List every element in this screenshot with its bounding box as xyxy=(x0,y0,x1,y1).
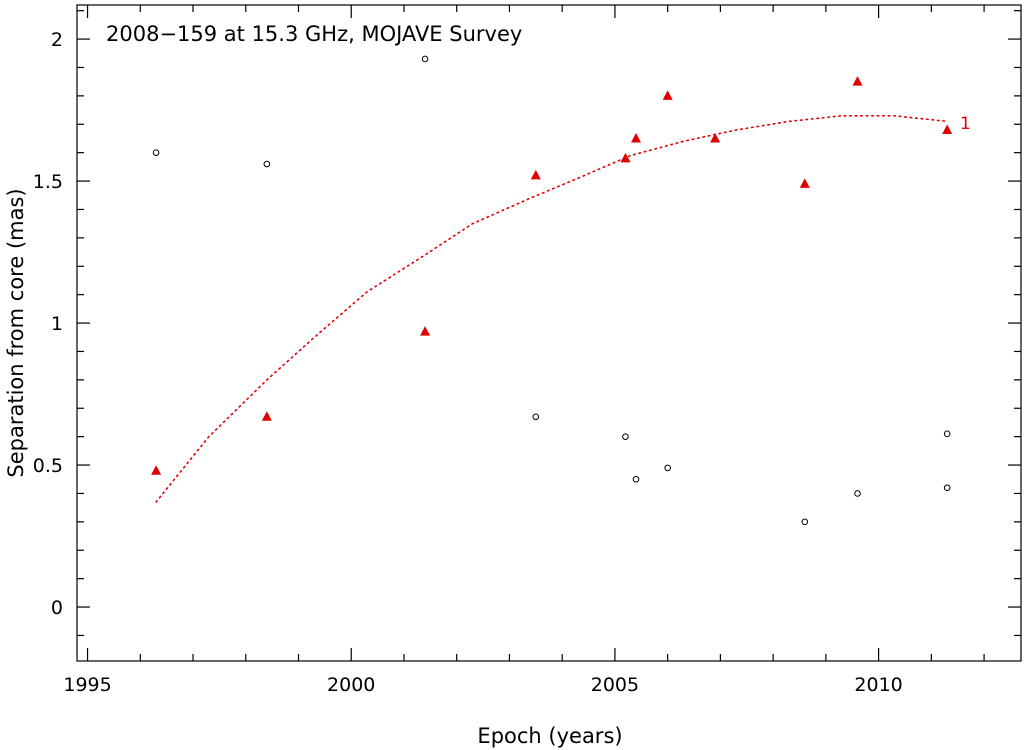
other-component-point xyxy=(943,484,951,492)
component-point xyxy=(530,169,541,180)
other-component-point xyxy=(622,433,629,440)
y-tick-label: 2 xyxy=(51,29,63,51)
y-tick-label: 1.5 xyxy=(33,171,63,193)
plot-border xyxy=(76,4,1022,662)
x-axis-title: Epoch (years) xyxy=(477,724,622,748)
x-tick-label: 2005 xyxy=(591,674,639,696)
component-point xyxy=(620,152,631,163)
component-point xyxy=(662,90,673,100)
fit-curve-layer xyxy=(155,115,948,503)
x-tick-label: 1995 xyxy=(63,674,111,696)
component-point xyxy=(942,124,953,134)
component-point xyxy=(420,326,431,336)
component-point xyxy=(799,178,810,188)
x-tick-label: 2010 xyxy=(854,674,902,696)
y-axis-title: Separation from core (mas) xyxy=(4,188,28,477)
other-component-point xyxy=(421,55,429,63)
other-component-point xyxy=(664,464,671,472)
plot-frame xyxy=(76,4,1022,662)
component-point xyxy=(261,411,272,421)
component-point xyxy=(852,76,863,86)
other-component-point xyxy=(632,475,640,483)
y-tick-label: 0 xyxy=(51,597,63,619)
y-axis-ticks: 0 0.5 1 1.5 2 xyxy=(33,10,1021,637)
chart-title: 2008−159 at 15.3 GHz, MOJAVE Survey xyxy=(106,22,522,46)
y-tick-label: 1 xyxy=(51,313,63,335)
y-tick-label: 0.5 xyxy=(33,455,63,477)
component-point xyxy=(710,132,721,143)
component-point xyxy=(631,132,642,143)
component-point xyxy=(151,465,162,475)
points-layer xyxy=(151,55,953,526)
other-component-point xyxy=(854,490,861,497)
other-component-point xyxy=(943,430,951,438)
other-component-point xyxy=(801,518,809,526)
x-tick-label: 2000 xyxy=(327,674,375,696)
other-component-point xyxy=(532,413,540,421)
fit-curve xyxy=(155,115,948,503)
other-component-point xyxy=(263,160,271,168)
other-component-point xyxy=(152,149,160,156)
x-axis-ticks: 1995 2000 2005 2010 xyxy=(63,5,985,696)
fit-curve-label: 1 xyxy=(960,114,971,134)
